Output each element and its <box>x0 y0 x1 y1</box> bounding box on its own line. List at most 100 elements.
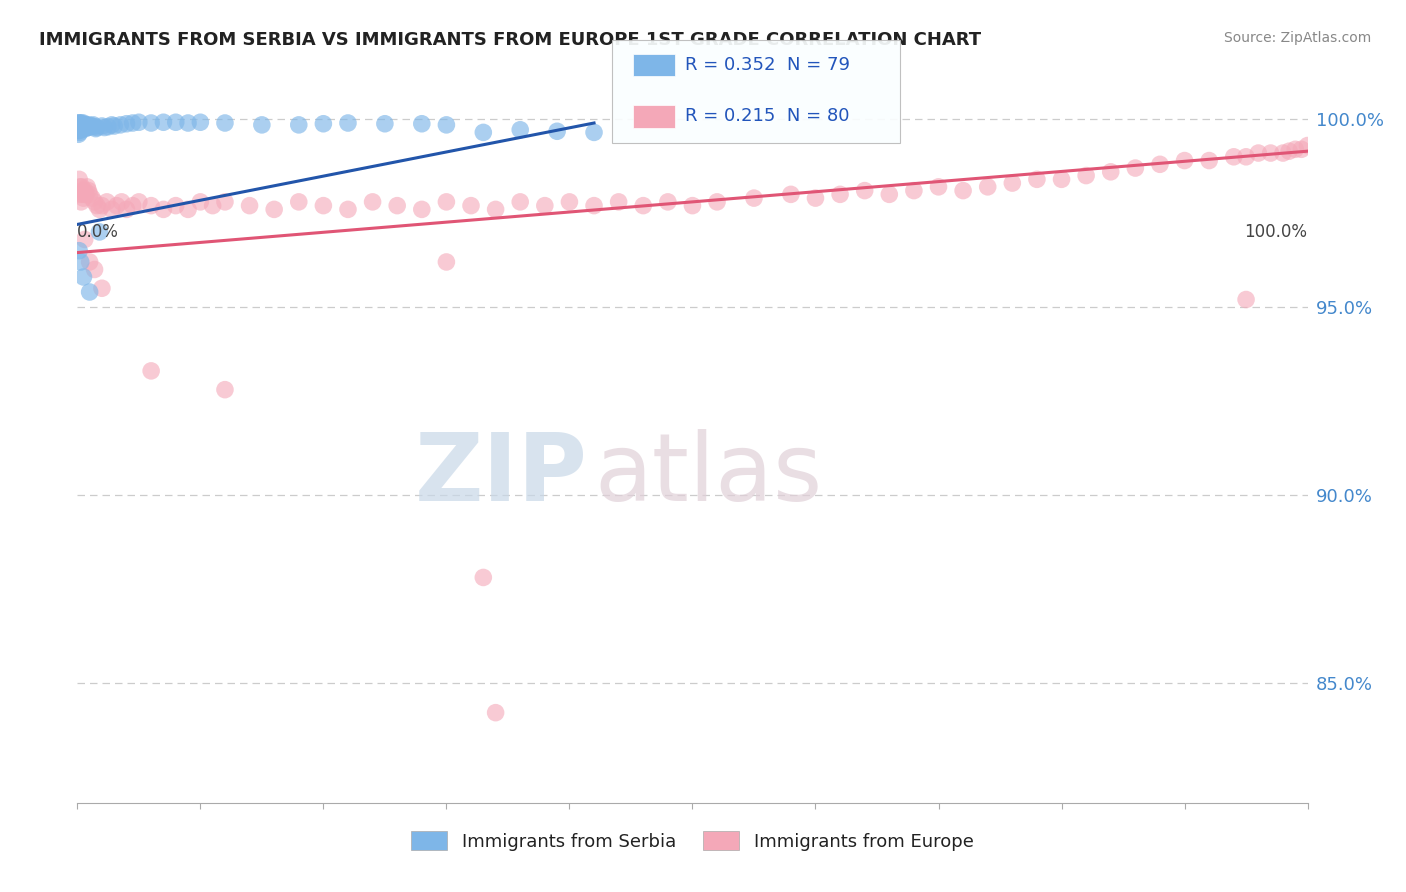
Point <box>70 120 93 135</box>
Text: ZIP: ZIP <box>415 428 588 521</box>
Point <box>90 119 114 133</box>
Point <box>583 125 606 139</box>
Point <box>76 118 98 132</box>
Point <box>72 116 94 130</box>
Point <box>69 118 91 132</box>
Point <box>188 194 212 209</box>
Point <box>67 118 90 132</box>
Point <box>115 202 138 217</box>
Point <box>70 184 93 198</box>
Point <box>633 199 655 213</box>
Point <box>67 128 90 142</box>
Text: atlas: atlas <box>595 428 823 521</box>
Point <box>534 199 557 213</box>
Point <box>73 118 96 132</box>
Point <box>928 179 950 194</box>
Point <box>152 115 174 129</box>
Point <box>70 116 93 130</box>
Point <box>76 179 98 194</box>
Point <box>77 184 100 198</box>
Point <box>952 184 974 198</box>
Point <box>67 121 90 136</box>
Point <box>385 199 409 213</box>
Point <box>337 116 360 130</box>
Point <box>1234 150 1257 164</box>
Point <box>79 255 101 269</box>
Point <box>75 120 97 135</box>
Point <box>165 199 187 213</box>
Point <box>977 179 1000 194</box>
Point <box>682 199 704 213</box>
Point <box>73 232 96 246</box>
Point <box>436 194 458 209</box>
Point <box>75 187 97 202</box>
Point <box>79 285 101 299</box>
Point <box>67 118 90 132</box>
Text: R = 0.352  N = 79: R = 0.352 N = 79 <box>685 55 849 74</box>
Point <box>77 118 100 132</box>
Point <box>288 118 311 132</box>
Point <box>177 202 200 217</box>
Point <box>67 172 90 186</box>
Point <box>72 191 94 205</box>
Point <box>128 194 150 209</box>
Point <box>69 125 91 139</box>
Point <box>69 179 91 194</box>
Point <box>70 194 93 209</box>
Point <box>67 118 90 132</box>
Point <box>830 187 852 202</box>
Point <box>67 120 90 134</box>
Point <box>485 202 508 217</box>
Point <box>460 199 482 213</box>
Point <box>141 364 163 378</box>
Point <box>1247 146 1270 161</box>
Text: Source: ZipAtlas.com: Source: ZipAtlas.com <box>1223 31 1371 45</box>
Point <box>70 120 93 134</box>
Point <box>83 194 105 209</box>
Point <box>141 116 163 130</box>
Point <box>97 120 120 134</box>
Point <box>657 194 679 209</box>
Point <box>76 119 98 133</box>
Point <box>214 116 236 130</box>
Text: R = 0.215  N = 80: R = 0.215 N = 80 <box>685 107 849 126</box>
Point <box>1076 169 1098 183</box>
Point <box>82 118 104 132</box>
Point <box>312 117 335 131</box>
Point <box>152 202 174 217</box>
Point <box>361 194 384 209</box>
Point <box>70 118 93 132</box>
Point <box>1296 138 1319 153</box>
Point <box>1234 293 1257 307</box>
Point <box>853 184 876 198</box>
Point <box>288 194 311 209</box>
Point <box>804 191 827 205</box>
Point <box>214 383 236 397</box>
Point <box>1050 172 1073 186</box>
Point <box>67 244 90 258</box>
Point <box>79 187 101 202</box>
Point <box>77 120 100 134</box>
Point <box>69 120 91 135</box>
Point <box>188 115 212 129</box>
Point <box>101 202 124 217</box>
Point <box>121 116 143 130</box>
Point <box>165 115 187 129</box>
Point <box>214 194 236 209</box>
Point <box>67 120 90 134</box>
Point <box>67 123 90 137</box>
Point <box>83 120 105 134</box>
Point <box>121 199 143 213</box>
Point <box>1149 157 1171 171</box>
Point <box>82 119 104 133</box>
Point <box>472 125 495 139</box>
Point <box>1284 142 1306 156</box>
Point <box>263 202 285 217</box>
Point <box>1278 144 1301 158</box>
Point <box>1099 165 1122 179</box>
Point <box>1291 142 1313 156</box>
Point <box>84 121 107 136</box>
Point <box>70 118 93 132</box>
Text: 0.0%: 0.0% <box>77 223 120 242</box>
Point <box>546 124 568 138</box>
